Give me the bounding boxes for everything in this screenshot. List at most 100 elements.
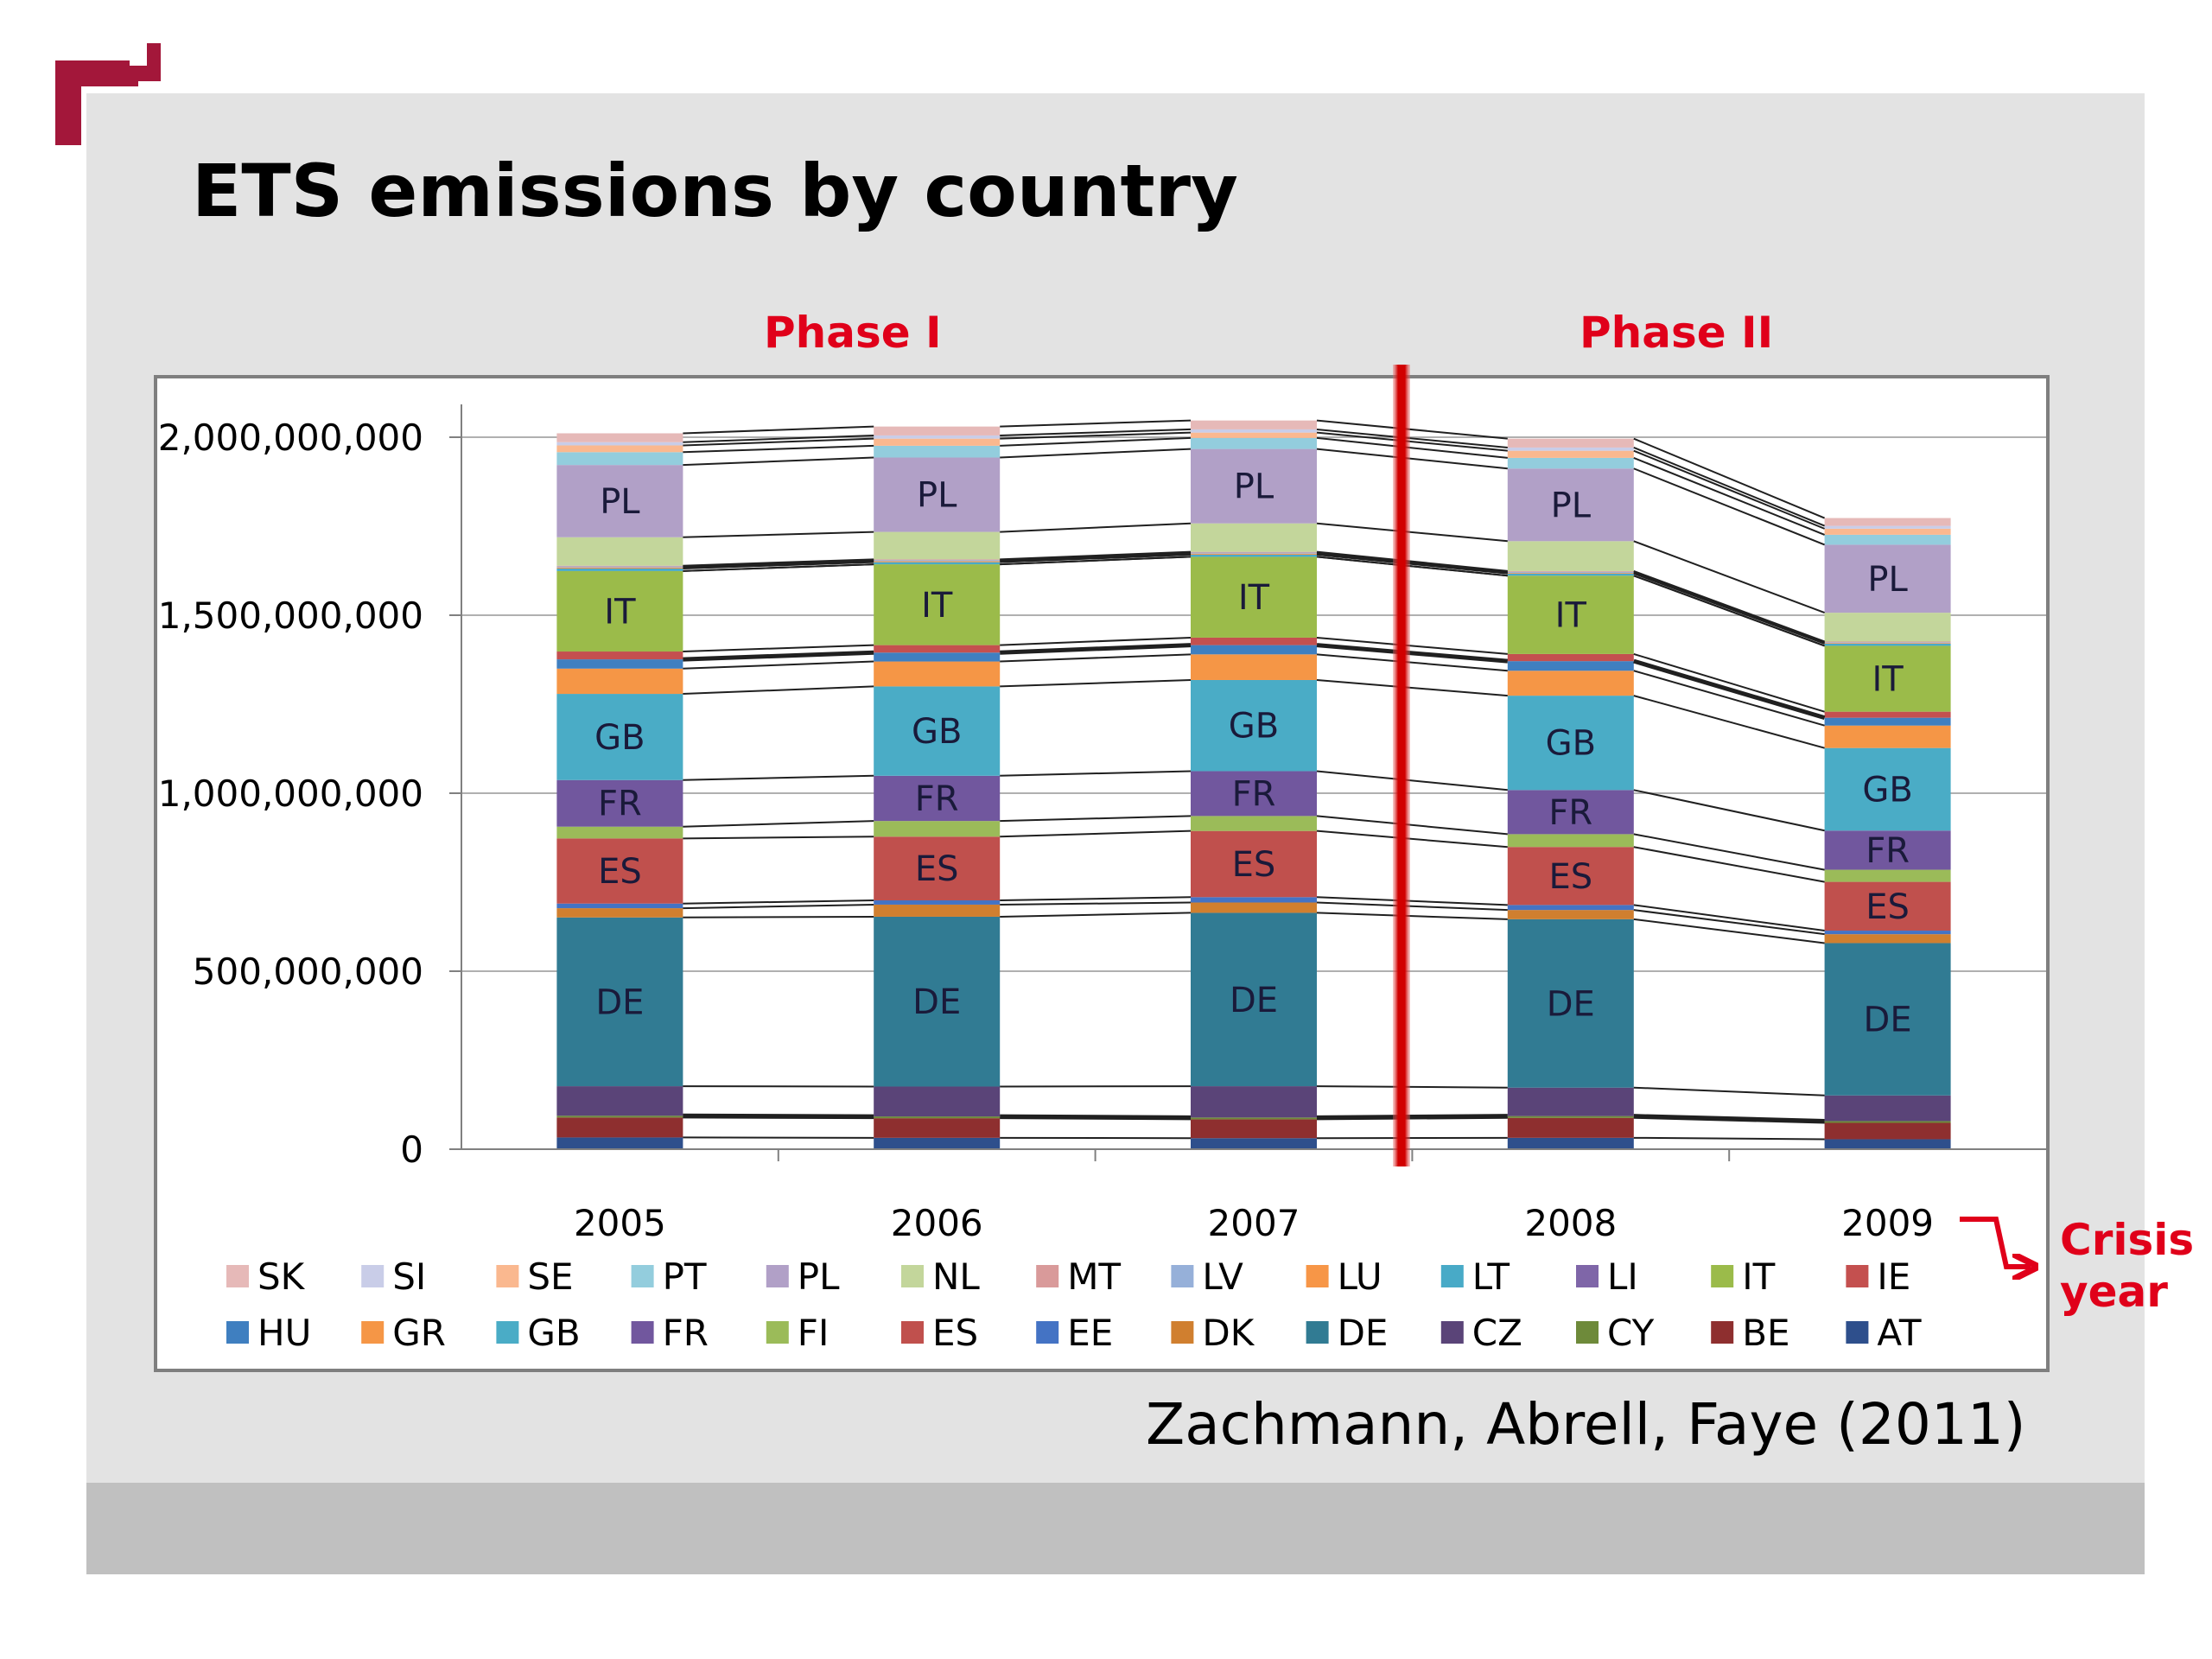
legend-swatch-mt xyxy=(1036,1265,1059,1287)
legend-label-gb: GB xyxy=(527,1312,580,1354)
legend-label-si: SI xyxy=(392,1255,426,1298)
connector-line-nl xyxy=(1316,522,1508,543)
legend-swatch-de xyxy=(1306,1321,1329,1344)
bar-segment-lv-2009 xyxy=(1824,642,1951,644)
connector-line-fi xyxy=(683,820,874,828)
bar-segment-lv-2008 xyxy=(1507,571,1634,573)
bar-segment-hu-2007 xyxy=(1191,645,1317,655)
bar-segment-be-2009 xyxy=(1824,1122,1951,1140)
connector-line-sk xyxy=(683,425,874,435)
bar-segment-hu-2009 xyxy=(1824,717,1951,726)
connector-line-ee xyxy=(1633,904,1825,932)
bar-segment-it-2006 xyxy=(874,564,1001,645)
bar-segment-dk-2008 xyxy=(1507,910,1634,919)
connector-line-mt xyxy=(1000,550,1192,561)
phase-divider-line xyxy=(1393,365,1410,1166)
connector-line-nl xyxy=(683,531,874,538)
legend-swatch-be xyxy=(1711,1321,1734,1344)
chart-frame xyxy=(154,375,2050,1372)
connector-line-mt xyxy=(1316,550,1508,572)
connector-line-gb xyxy=(1316,678,1508,697)
bar-segment-si-2009 xyxy=(1824,525,1951,529)
legend-swatch-gb xyxy=(496,1321,519,1344)
segment-label-es: ES xyxy=(1548,857,1592,897)
bar-segment-pt-2005 xyxy=(556,452,683,466)
bar-segment-at-2008 xyxy=(1507,1137,1634,1149)
bar-segment-ee-2006 xyxy=(874,900,1001,905)
connector-line-fr xyxy=(1633,789,1825,832)
legend-label-dk: DK xyxy=(1202,1312,1255,1354)
bar-segment-si-2006 xyxy=(874,435,1001,439)
bar-segment-be-2008 xyxy=(1507,1117,1634,1138)
segment-label-es: ES xyxy=(1232,845,1276,885)
legend: SK SI SE PT PL NL MT LV LU LT LI IT IE HU GR GB FR FI ES EE… xyxy=(226,1255,1922,1354)
bar-segment-ie-2008 xyxy=(1507,653,1634,662)
page-title: ETS emissions by country xyxy=(192,149,1238,233)
bar-segment-gb-2006 xyxy=(874,686,1001,776)
legend-swatch-lv xyxy=(1171,1265,1194,1287)
bar-segment-mt-2006 xyxy=(874,559,1001,561)
connector-line-gb xyxy=(1633,695,1825,749)
bar-segment-de-2008 xyxy=(1507,918,1634,1088)
axis-layer: 0 500,000,000 1,000,000,000 1,500,000,000 2,… xyxy=(158,404,2046,1244)
legend-label-fi: FI xyxy=(798,1312,830,1354)
bar-segment-ie-2007 xyxy=(1191,637,1317,645)
bar-segment-es-2006 xyxy=(874,836,1001,901)
bar-segment-sk-2005 xyxy=(556,433,683,442)
legend-swatch-pl xyxy=(766,1265,789,1287)
bar-segment-se-2009 xyxy=(1824,528,1951,535)
connector-line-hu xyxy=(1000,643,1192,655)
bar-segment-dk-2005 xyxy=(556,908,683,918)
bar-segment-cy-2008 xyxy=(1507,1116,1634,1118)
legend-swatch-ie xyxy=(1846,1265,1869,1287)
segment-label-es: ES xyxy=(1866,887,1910,927)
bar-segment-lv-2006 xyxy=(874,560,1001,562)
segment-label-it: IT xyxy=(921,586,953,626)
bar-segment-gr-2006 xyxy=(874,661,1001,687)
bar-segment-lu-2005 xyxy=(556,567,683,569)
bar-segment-ee-2005 xyxy=(556,903,683,909)
bar-segment-nl-2006 xyxy=(874,531,1001,560)
legend-swatch-it xyxy=(1711,1265,1734,1287)
bar-segment-ie-2005 xyxy=(556,652,683,660)
legend-label-li: LI xyxy=(1607,1255,1638,1298)
bar-segment-es-2007 xyxy=(1191,830,1317,898)
connector-line-ee xyxy=(683,899,874,905)
connector-line-de xyxy=(1000,912,1192,918)
legend-label-sk: SK xyxy=(257,1255,306,1298)
connector-line-pt xyxy=(1633,456,1825,536)
legend-label-ee: EE xyxy=(1067,1312,1113,1354)
connector-line-cy xyxy=(1000,1114,1192,1120)
bar-segment-de-2007 xyxy=(1191,912,1317,1087)
legend-swatch-gr xyxy=(361,1321,385,1344)
legend-swatch-nl xyxy=(901,1265,924,1287)
bar-segment-lv-2005 xyxy=(556,566,683,568)
connector-line-de xyxy=(1633,918,1825,944)
bar-segment-ee-2009 xyxy=(1824,931,1951,935)
connector-line-gr xyxy=(1633,670,1825,727)
legend-swatch-pt xyxy=(631,1265,654,1287)
segment-label-es: ES xyxy=(915,849,959,889)
connector-line-fi xyxy=(1316,815,1508,836)
bar-segment-at-2009 xyxy=(1824,1139,1951,1149)
connector-line-fr xyxy=(683,774,874,781)
legend-label-cz: CZ xyxy=(1472,1312,1522,1354)
bar-segment-dk-2009 xyxy=(1824,934,1951,944)
connector-line-cy xyxy=(1633,1114,1825,1123)
bar-segment-gr-2005 xyxy=(556,668,683,695)
legend-swatch-sk xyxy=(226,1265,249,1287)
bar-segment-fi-2009 xyxy=(1824,869,1951,882)
bar-segment-si-2007 xyxy=(1191,429,1317,433)
bar-segment-fr-2006 xyxy=(874,775,1001,822)
segment-label-pl: PL xyxy=(1867,560,1908,600)
bar-segment-lu-2006 xyxy=(874,561,1001,563)
bar-segment-gb-2007 xyxy=(1191,679,1317,772)
bar-segment-es-2005 xyxy=(556,838,683,904)
connector-line-se xyxy=(1316,431,1508,452)
bar-segment-dk-2007 xyxy=(1191,902,1317,913)
bar-segment-cz-2007 xyxy=(1191,1086,1317,1118)
segment-label-de: DE xyxy=(1864,1001,1912,1040)
legend-label-fr: FR xyxy=(663,1312,709,1354)
connector-line-hu xyxy=(1316,643,1509,664)
segment-label-fr: FR xyxy=(1232,774,1276,814)
